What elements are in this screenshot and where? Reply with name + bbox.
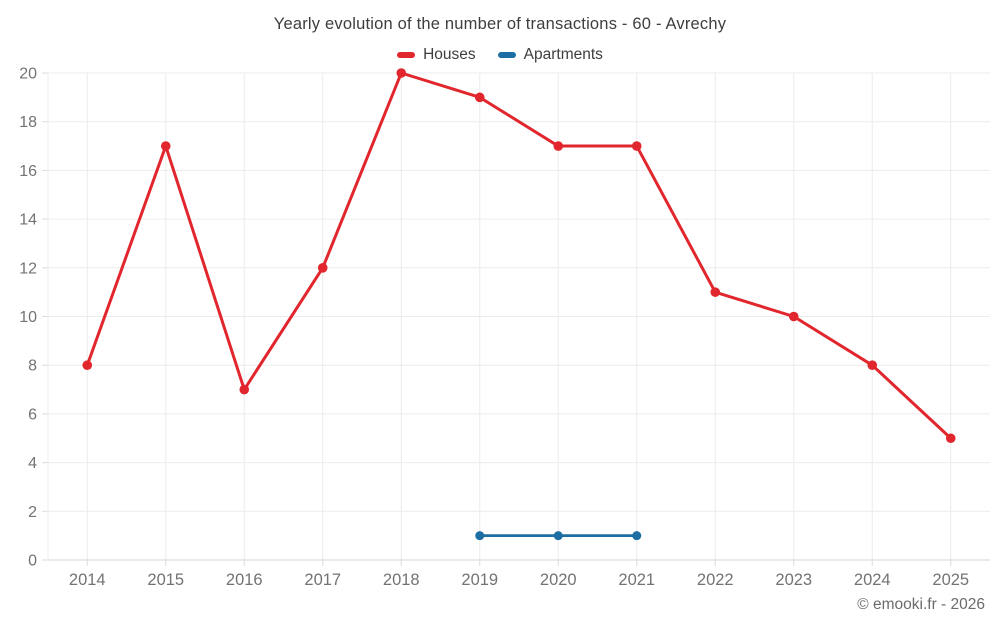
x-tick-label: 2024 [854,571,891,589]
legend-swatch-apartments [497,52,516,58]
data-point-houses[interactable] [553,141,564,151]
data-point-houses[interactable] [867,360,878,371]
legend-item-apartments[interactable]: Apartments [497,46,603,64]
y-tick-label: 12 [19,260,37,277]
data-point-houses[interactable] [239,384,250,395]
chart-legend: Houses Apartments [0,46,1000,64]
x-tick-label: 2019 [461,571,498,589]
legend-label: Apartments [523,46,603,63]
y-tick-label: 18 [19,114,37,131]
data-point-houses[interactable] [82,360,93,371]
copyright-credit: © emooki.fr - 2026 [857,596,985,613]
data-point-apartments[interactable] [475,531,485,541]
y-tick-label: 8 [28,358,37,375]
x-tick-label: 2017 [304,571,341,589]
x-tick-label: 2020 [540,571,577,589]
x-tick-label: 2021 [618,571,655,589]
data-point-houses[interactable] [396,68,407,78]
data-point-apartments[interactable] [632,531,642,541]
data-point-houses[interactable] [788,311,799,322]
y-tick-label: 2 [28,504,37,521]
y-tick-label: 16 [19,163,37,180]
data-point-houses[interactable] [160,141,171,151]
x-tick-label: 2025 [932,571,969,589]
data-point-houses[interactable] [631,141,642,151]
chart-title: Yearly evolution of the number of transa… [273,15,727,33]
data-point-houses[interactable] [945,433,956,444]
x-tick-label: 2014 [69,571,106,589]
x-tick-label: 2015 [147,571,184,589]
legend-label: Houses [423,46,476,63]
y-tick-label: 20 [19,66,37,83]
y-tick-label: 4 [28,455,37,472]
legend-swatch-houses [397,52,416,58]
x-tick-label: 2023 [775,571,812,589]
y-tick-label: 10 [19,309,37,326]
data-point-houses[interactable] [317,263,328,273]
y-tick-label: 6 [28,406,37,423]
data-point-apartments[interactable] [553,531,563,541]
data-point-houses[interactable] [710,287,721,297]
series-line-houses [85,71,953,440]
y-tick-label: 0 [28,553,37,570]
y-tick-label: 14 [19,212,37,229]
x-tick-label: 2016 [226,571,263,589]
legend-item-houses[interactable]: Houses [397,46,476,64]
x-tick-label: 2018 [383,571,420,589]
data-point-houses[interactable] [474,92,485,103]
x-tick-label: 2022 [697,571,734,589]
